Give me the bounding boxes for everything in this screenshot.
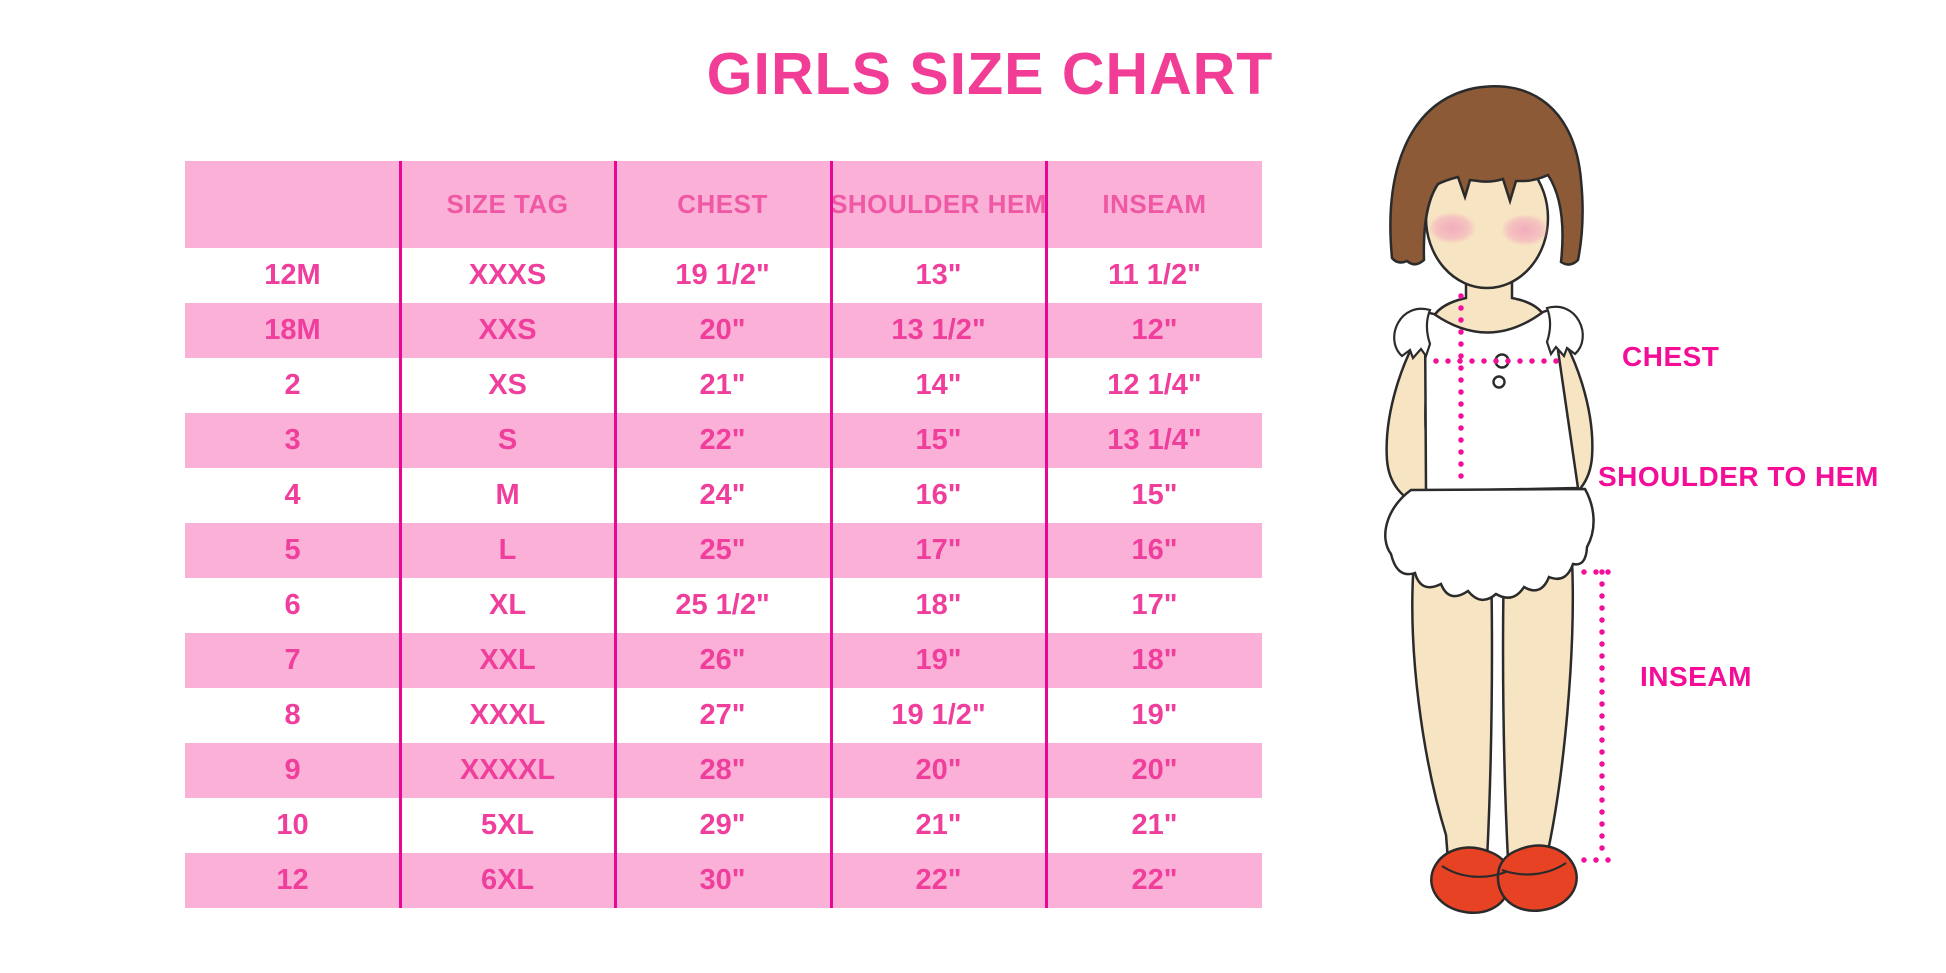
column-header: INSEAM <box>1046 161 1262 248</box>
size-row-label: 12M <box>264 259 321 291</box>
shoulder-to-hem-measure-label: SHOULDER TO HEM <box>1598 461 1879 492</box>
size-row-label: 7 <box>185 633 401 688</box>
girl-measurement-illustration <box>1384 85 1623 914</box>
table-cell: 12" <box>1046 303 1262 358</box>
girl-top-button-2 <box>1492 375 1506 389</box>
size-table: SIZE TAG CHEST SHOULDER HEM INSEAM 12M XXXS 19… <box>185 161 1262 908</box>
girl-skirt <box>1384 487 1595 601</box>
table-cell: 25 1/2" <box>675 589 770 621</box>
table-cell: XXL <box>400 633 616 688</box>
girl-right-sleeve-ruffle <box>1545 305 1584 359</box>
table-cell: 14" <box>915 369 962 401</box>
column-separator-line <box>398 161 402 908</box>
table-cell: 5XL <box>480 809 535 841</box>
size-row-label: 10 <box>276 809 309 841</box>
table-cell: 27" <box>699 699 746 731</box>
chest-measure-label: CHEST <box>1622 341 1720 372</box>
size-row-label: 2 <box>284 369 301 401</box>
column-header: SHOULDER HEM <box>830 161 1047 248</box>
column-header: SIZE TAG <box>400 161 616 248</box>
table-cell: 26" <box>615 633 831 688</box>
table-cell: 22" <box>615 413 831 468</box>
table-cell: 6XL <box>400 853 616 908</box>
table-cell: 13" <box>915 259 962 291</box>
size-row-label: 6 <box>284 589 301 621</box>
table-cell: 15" <box>830 413 1047 468</box>
column-separator-line <box>614 161 618 908</box>
table-cell: 11 1/2" <box>1108 259 1201 291</box>
table-cell: 19 1/2" <box>675 259 770 291</box>
table-cell: 18" <box>915 589 962 621</box>
table-cell: 30" <box>615 853 831 908</box>
table-cell: 21" <box>915 809 962 841</box>
table-cell: 12 1/4" <box>1107 369 1202 401</box>
girl-left-leg <box>1411 558 1494 862</box>
size-row-label: 3 <box>185 413 401 468</box>
table-cell: 19" <box>830 633 1047 688</box>
table-cell: 25" <box>615 523 831 578</box>
table-cell: 20" <box>1046 743 1262 798</box>
table-cell: 18" <box>1046 633 1262 688</box>
table-cell: 22" <box>1046 853 1262 908</box>
table-cell: 19" <box>1131 699 1178 731</box>
table-cell: XXXXL <box>400 743 616 798</box>
table-cell: 15" <box>1131 479 1178 511</box>
column-header: CHEST <box>615 161 831 248</box>
table-cell: 16" <box>1046 523 1262 578</box>
table-cell: 17" <box>1131 589 1178 621</box>
table-cell: XXXL <box>469 699 546 731</box>
table-cell: 22" <box>830 853 1047 908</box>
girl-left-shoe-strap <box>1441 865 1507 878</box>
size-row-label: 5 <box>185 523 401 578</box>
girl-right-shoe-strap <box>1501 862 1567 876</box>
size-row-label: 12 <box>185 853 401 908</box>
column-separator-line <box>829 161 833 908</box>
table-cell: L <box>400 523 616 578</box>
table-cell: XXS <box>400 303 616 358</box>
size-row-label: 8 <box>284 699 301 731</box>
girl-hair <box>1389 85 1584 266</box>
column-separator-line <box>1045 161 1049 908</box>
table-cell: S <box>400 413 616 468</box>
table-cell: 17" <box>830 523 1047 578</box>
page-title: GIRLS SIZE CHART <box>706 41 1274 107</box>
table-cell: 19 1/2" <box>891 699 986 731</box>
column-header <box>185 161 401 248</box>
table-cell: 20" <box>615 303 831 358</box>
table-cell: 13 1/4" <box>1046 413 1262 468</box>
size-row-label: 4 <box>284 479 301 511</box>
table-cell: XS <box>488 369 527 401</box>
girl-right-leg <box>1501 558 1575 862</box>
table-cell: XXXS <box>468 259 547 291</box>
table-cell: 21" <box>1131 809 1178 841</box>
table-cell: 24" <box>699 479 746 511</box>
girl-left-blush <box>1428 212 1476 244</box>
girl-left-sleeve-ruffle <box>1393 307 1432 361</box>
size-row-label: 9 <box>185 743 401 798</box>
size-row-label: 18M <box>185 303 401 358</box>
table-cell: 28" <box>615 743 831 798</box>
table-cell: M <box>495 479 520 511</box>
table-cell: 13 1/2" <box>830 303 1047 358</box>
table-cell: 20" <box>830 743 1047 798</box>
table-cell: 21" <box>699 369 746 401</box>
table-cell: 29" <box>699 809 746 841</box>
girl-right-blush <box>1501 214 1549 246</box>
table-cell: XL <box>489 589 527 621</box>
girl-right-shoe <box>1496 844 1578 912</box>
table-cell: 16" <box>915 479 962 511</box>
inseam-measure-label: INSEAM <box>1640 661 1752 692</box>
